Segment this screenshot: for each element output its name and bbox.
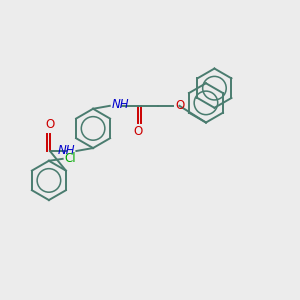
- Text: NH: NH: [112, 98, 129, 111]
- Text: O: O: [134, 125, 143, 139]
- Text: NH: NH: [58, 145, 75, 158]
- Text: O: O: [176, 99, 185, 112]
- Text: Cl: Cl: [64, 152, 76, 165]
- Text: O: O: [45, 118, 55, 131]
